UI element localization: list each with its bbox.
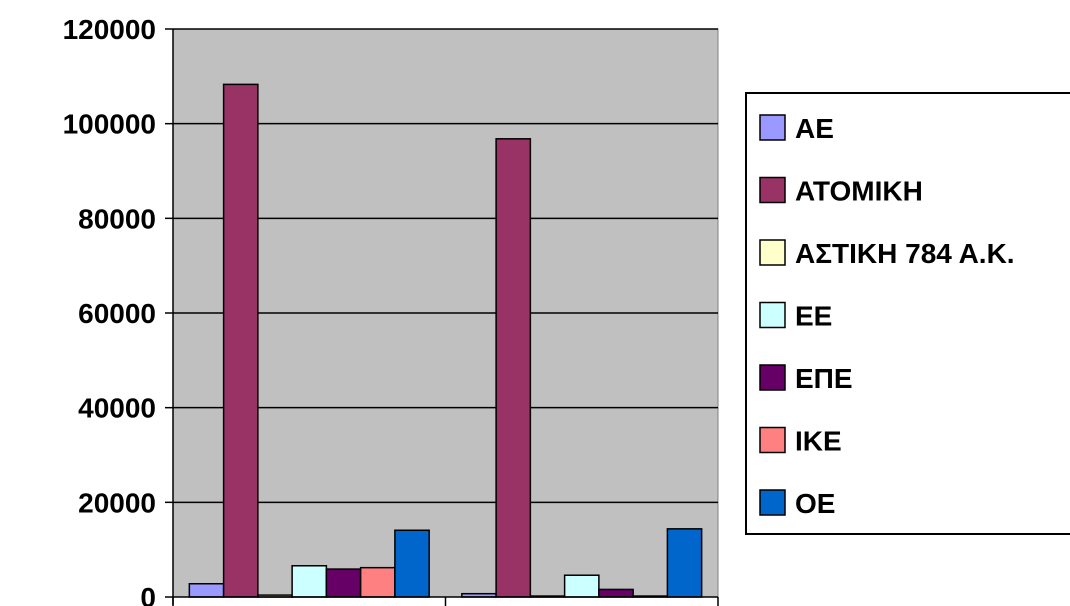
legend-label: ΑΕ: [795, 113, 834, 144]
bar: [394, 529, 430, 598]
legend-swatch: [759, 301, 786, 329]
bar: [598, 588, 634, 598]
legend-label: ΟΕ: [795, 488, 835, 519]
legend-label: ΑΣΤΙΚΗ 784 Α.Κ.: [795, 238, 1015, 269]
y-tick-label: 120000: [63, 14, 156, 45]
bar: [495, 138, 532, 598]
y-tick-label: 0: [140, 582, 156, 606]
legend-swatch: [759, 239, 786, 266]
bars: [188, 83, 703, 598]
bar: [291, 565, 328, 598]
bar: [359, 566, 396, 598]
legend-swatch: [759, 489, 786, 516]
legend: ΑΕ ΑΤΟΜΙΚΗ ΑΣΤΙΚΗ 784 Α.Κ. ΕΕ ΕΠΕ ΙΚΕ ΟΕ: [745, 92, 1070, 535]
bar: [325, 568, 362, 598]
y-tick-label: 80000: [78, 203, 156, 234]
y-tick-label: 20000: [78, 487, 156, 518]
gridlines: [173, 28, 718, 504]
y-tick-label: 40000: [78, 393, 156, 424]
legend-swatch: [759, 426, 786, 454]
legend-label: ΕΠΕ: [795, 363, 853, 394]
legend-swatch: [759, 364, 786, 391]
y-tick-label: 100000: [63, 109, 156, 140]
bar: [666, 528, 703, 598]
legend-label: ΕΕ: [795, 301, 832, 332]
legend-box: [745, 92, 1070, 535]
legend-label: ΙΚΕ: [795, 426, 842, 457]
bar: [188, 582, 225, 598]
legend-swatch: [759, 114, 786, 141]
y-tick-label: 60000: [78, 298, 156, 329]
axes: [165, 28, 719, 606]
legend-swatch: [759, 176, 786, 204]
bar: [563, 574, 600, 598]
legend-label: ΑΤΟΜΙΚΗ: [795, 176, 923, 207]
y-axis-tick-labels: 0 20000 40000 60000 80000 100000 120000: [63, 14, 156, 606]
bar: [222, 83, 259, 598]
